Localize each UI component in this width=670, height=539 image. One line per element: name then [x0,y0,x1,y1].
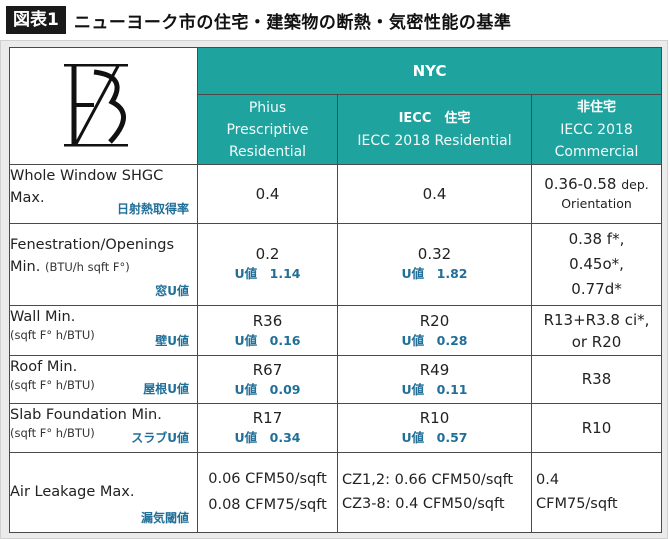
row-label-jp: 日射熱取得率 [116,201,189,216]
row-label: Slab Foundation Min. (sqft F° h/BTU) スラブ… [9,403,198,453]
row-label: Whole Window SHGC Max. 日射熱取得率 [9,164,198,224]
u-value: U値 1.82 [401,266,468,282]
phius-line2: Prescriptive [226,121,309,138]
table-row: Whole Window SHGC Max. 日射熱取得率 0.4 0.4 0.… [9,164,663,224]
value-f: 0.38 f*, [568,229,625,248]
col-header-phius: Phius Prescriptive Residential [197,94,338,166]
row-label: Roof Min. (sqft F° h/BTU) 屋根U値 [9,355,198,405]
cell-phius: 0.2 U値 1.14 [197,222,338,307]
col-header-iecc-com: 非住宅 IECC 2018 Commercial [530,94,663,166]
figure-title: ニューヨーク市の住宅・建築物の断熱・気密性能の基準 [73,12,512,33]
cell-phius: 0.06 CFM50/sqft 0.08 CFM75/sqft [197,451,338,534]
value-75: 0.08 CFM75/sqft [208,497,327,514]
value: R17 [252,409,283,428]
shgc-com-orientation: Orientation [561,196,632,212]
cell-iecc-res: R49 U値 0.11 [337,355,532,405]
row-label-jp: 漏気閾値 [140,511,189,525]
cell-iecc-com: R38 [530,355,663,405]
table-frame: NYC Phius Prescriptive Residential IECC … [0,40,668,539]
row-label: Fenestration/Openings Min. (BTU/h sqft F… [9,222,198,307]
table-row: Wall Min. (sqft F° h/BTU) 壁U値 R36 U値 0.1… [9,305,663,357]
row-label-main: Slab Foundation Min. [10,407,162,424]
value-d: 0.77d* [571,279,622,298]
shgc-com-note: dep. [621,177,649,193]
cell-phius: R36 U値 0.16 [197,305,338,357]
logo-cell [9,46,198,166]
table-row: Slab Foundation Min. (sqft F° h/BTU) スラブ… [9,403,663,453]
cell-iecc-res: R20 U値 0.28 [337,305,532,357]
value: 0.2 [255,245,280,264]
iecc-res-line2: IECC 2018 Residential [357,132,512,149]
row-unit: (sqft F° h/BTU) [10,378,95,393]
iecc-res-line1: IECC 住宅 [398,110,471,126]
u-value: U値 0.28 [401,332,468,348]
iecc-com-line2: IECC 2018 [560,121,633,138]
row-label-jp: 窓U値 [155,284,189,299]
table-row: Roof Min. (sqft F° h/BTU) 屋根U値 R67 U値 0.… [9,355,663,405]
value: 0.32 [417,245,452,264]
u-value: U値 0.34 [234,430,301,446]
u-value: U値 1.14 [234,266,301,282]
shgc-com-value: 0.36-0.58 [544,175,617,194]
value-cz38: CZ3-8: 0.4 CFM50/sqft [342,496,505,513]
value: R13+R3.8 ci*, [543,310,650,329]
row-label-main: Roof Min. [10,359,78,376]
nyc-header: NYC [196,46,663,96]
cell-iecc-com: R13+R3.8 ci*, or R20 [530,305,663,357]
row-label-sub: Max. [10,190,45,207]
cell-iecc-com: 0.4 CFM75/sqft [530,451,663,534]
value: R10 [419,409,450,428]
figure-label: 図表1 [6,6,66,34]
row-label-main: Air Leakage Max. [10,484,135,501]
cell-phius: R17 U値 0.34 [197,403,338,453]
hb-logo-icon [64,64,128,147]
value: R20 [419,311,450,330]
value-alt: or R20 [571,332,622,351]
cell-iecc-res: 0.4 [337,164,532,224]
cell-iecc-com: R10 [530,403,663,453]
row-unit: (sqft F° h/BTU) [10,328,95,343]
iecc-com-line3: Commercial [554,143,639,160]
phius-line3: Residential [228,143,307,160]
row-label: Wall Min. (sqft F° h/BTU) 壁U値 [9,305,198,357]
row-label: Air Leakage Max. 漏気閾値 [9,451,198,534]
cell-iecc-res: R10 U値 0.57 [337,403,532,453]
row-label-main: Fenestration/Openings [10,236,175,253]
phius-line1: Phius [248,99,287,116]
iecc-com-line1: 非住宅 [577,99,617,115]
row-label-jp: スラブU値 [131,430,189,445]
value: R67 [252,360,283,379]
value: 0.4 [536,472,560,489]
cell-phius: R67 U値 0.09 [197,355,338,405]
row-label-main: Wall Min. [10,309,76,326]
standards-table: NYC Phius Prescriptive Residential IECC … [9,46,663,534]
u-value: U値 0.57 [401,430,468,446]
cell-iecc-com: 0.38 f*, 0.45o*, 0.77d* [530,222,663,307]
cell-iecc-res: CZ1,2: 0.66 CFM50/sqft CZ3-8: 0.4 CFM50/… [337,451,532,534]
u-value: U値 0.09 [234,381,301,397]
value-cz12: CZ1,2: 0.66 CFM50/sqft [342,472,514,489]
cell-phius: 0.4 [197,164,338,224]
row-label-sub: Min. [10,258,41,275]
value: R36 [252,311,283,330]
row-label-jp: 壁U値 [155,334,189,349]
value: R49 [419,360,450,379]
figure-header: 図表1 ニューヨーク市の住宅・建築物の断熱・気密性能の基準 [6,5,511,35]
row-label-main: Whole Window SHGC [10,168,164,185]
table-row: Air Leakage Max. 漏気閾値 0.06 CFM50/sqft 0.… [9,451,663,534]
value-o: 0.45o*, [569,254,624,273]
table-row: Fenestration/Openings Min. (BTU/h sqft F… [9,222,663,307]
value-unit: CFM75/sqft [536,496,618,513]
col-header-iecc-res: IECC 住宅 IECC 2018 Residential [337,94,532,166]
cell-iecc-res: 0.32 U値 1.82 [337,222,532,307]
u-value: U値 0.11 [401,381,468,397]
row-unit: (sqft F° h/BTU) [10,426,95,441]
row-label-jp: 屋根U値 [143,382,189,397]
u-value: U値 0.16 [234,332,301,348]
value-50: 0.06 CFM50/sqft [208,471,327,488]
row-unit: (BTU/h sqft F°) [44,259,130,274]
cell-iecc-com: 0.36-0.58 dep. Orientation [530,164,663,224]
